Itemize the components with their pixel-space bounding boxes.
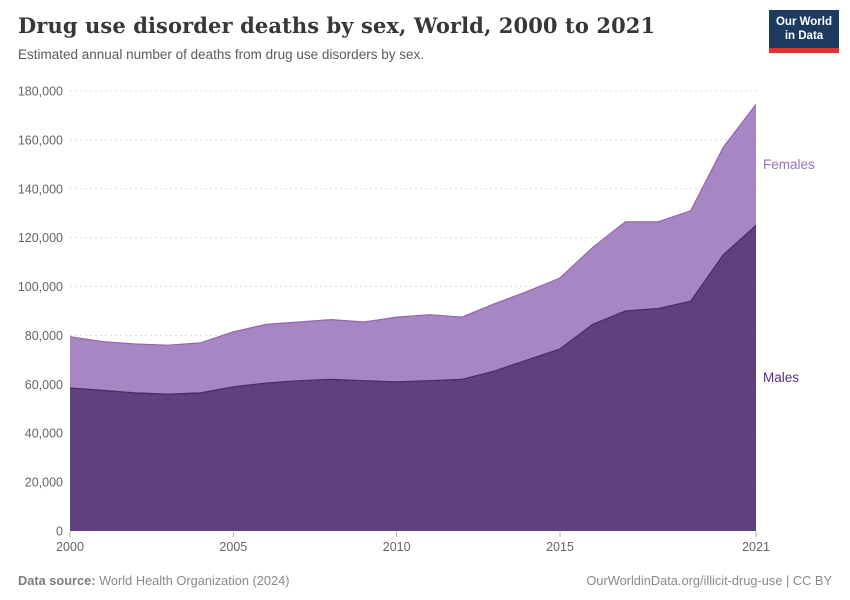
y-tick-label: 160,000 [18, 133, 63, 147]
females-line [69, 104, 757, 346]
legend-label-males[interactable]: Males [763, 370, 799, 385]
males-area[interactable] [70, 225, 756, 531]
y-tick-label: 140,000 [18, 182, 63, 196]
legend-label-females[interactable]: Females [763, 157, 815, 172]
females-area[interactable] [70, 104, 756, 395]
x-tick-label: 2000 [56, 540, 84, 554]
y-tick-label: 120,000 [18, 231, 63, 245]
males-line [69, 224, 757, 395]
y-tick-label: 20,000 [25, 476, 63, 490]
y-tick-label: 0 [56, 525, 63, 539]
y-tick-label: 40,000 [25, 427, 63, 441]
y-tick-label: 180,000 [18, 85, 63, 99]
owid-logo[interactable]: Our World in Data [769, 10, 839, 54]
data-source-note[interactable]: Data source: World Health Organization (… [18, 573, 289, 588]
y-tick-label: 60,000 [25, 378, 63, 392]
chart-title: Drug use disorder deaths by sex, World, … [18, 13, 656, 38]
data-source-value: World Health Organization (2024) [95, 573, 290, 588]
owid-logo-line1: Our World [775, 16, 832, 28]
y-tick-label: 100,000 [18, 280, 63, 294]
owid-url-link[interactable]: OurWorldinData.org/illicit-drug-use | CC… [586, 573, 832, 588]
x-tick-label: 2005 [219, 540, 247, 554]
owid-logo-line2: in Data [784, 29, 824, 42]
chart-header: Drug use disorder deaths by sex, World, … [18, 13, 750, 62]
x-tick-label: 2021 [742, 540, 770, 554]
x-tick-label: 2015 [546, 540, 574, 554]
y-tick-label: 80,000 [25, 329, 63, 343]
chart-subtitle: Estimated annual number of deaths from d… [18, 47, 424, 62]
chart-footer: Data source: World Health Organization (… [18, 573, 832, 588]
data-source-label: Data source: [18, 573, 96, 588]
x-tick-label: 2010 [383, 540, 411, 554]
